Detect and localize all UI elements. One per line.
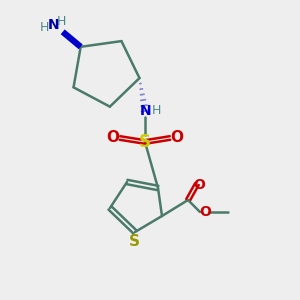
Text: O: O <box>170 130 184 146</box>
Text: H: H <box>151 104 161 118</box>
Text: N: N <box>48 18 59 32</box>
Text: H: H <box>57 15 66 28</box>
Text: O: O <box>106 130 119 146</box>
Text: H: H <box>40 21 50 34</box>
Text: N: N <box>140 104 152 118</box>
Text: O: O <box>199 205 211 219</box>
Text: S: S <box>128 235 140 250</box>
Text: S: S <box>139 133 151 151</box>
Text: O: O <box>193 178 205 192</box>
